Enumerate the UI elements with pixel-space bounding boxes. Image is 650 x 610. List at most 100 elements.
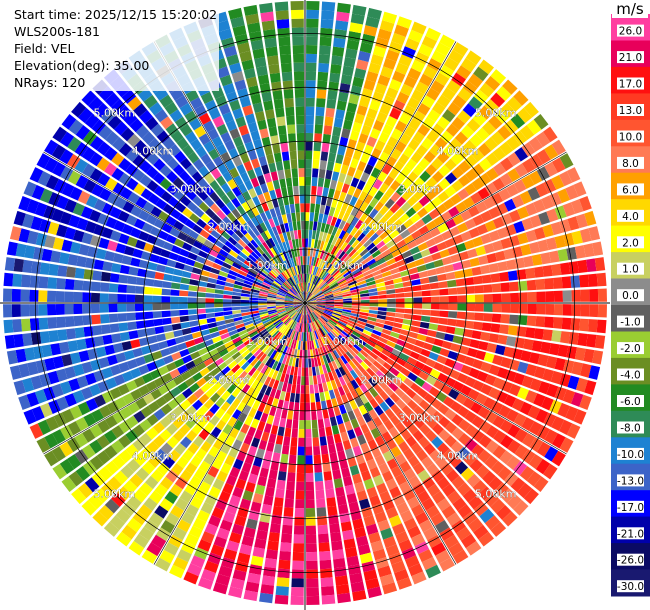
range-gate <box>320 151 329 161</box>
range-gate <box>517 361 529 374</box>
range-gate <box>317 419 325 429</box>
range-gate <box>353 254 362 263</box>
range-gate <box>348 360 357 370</box>
range-gate <box>497 227 509 239</box>
range-gate <box>421 315 431 323</box>
range-gate <box>421 381 433 393</box>
range-gate <box>251 389 260 400</box>
range-gate <box>276 297 285 300</box>
range-gate <box>184 483 198 496</box>
range-gate <box>412 131 425 144</box>
range-gate <box>284 98 294 108</box>
range-gate <box>152 421 165 434</box>
range-gate <box>265 109 275 120</box>
range-gate <box>75 466 91 481</box>
range-gate <box>196 308 206 314</box>
range-gate <box>434 456 448 469</box>
range-gate <box>146 380 158 392</box>
range-gate <box>456 222 469 234</box>
range-gate <box>519 466 535 481</box>
range-gate <box>364 194 374 205</box>
range-gate <box>277 27 290 38</box>
range-gate <box>395 421 406 434</box>
range-gate <box>59 252 70 265</box>
range-gate <box>500 237 512 249</box>
range-gate <box>492 303 502 313</box>
range-gate <box>282 364 288 374</box>
range-gate <box>248 229 257 239</box>
range-gate <box>346 493 358 504</box>
range-gate <box>281 409 288 419</box>
range-gate <box>308 274 311 283</box>
range-gate <box>432 491 446 505</box>
range-gate <box>483 313 493 322</box>
azimuth-spoke <box>304 41 457 304</box>
range-gate <box>519 401 533 416</box>
range-gate <box>280 314 289 321</box>
range-gate <box>278 288 288 294</box>
range-gate <box>146 427 159 440</box>
range-gate <box>218 565 233 578</box>
range-gate <box>298 176 305 186</box>
range-gate <box>135 320 146 329</box>
range-gate <box>152 172 165 185</box>
range-gate <box>464 438 478 452</box>
range-gate <box>353 367 362 377</box>
range-gate <box>331 425 340 435</box>
range-gate <box>448 206 460 218</box>
range-gate <box>275 371 282 381</box>
range-gate <box>425 336 436 345</box>
range-gate <box>255 484 266 495</box>
range-gate <box>286 328 292 337</box>
range-gate <box>471 163 485 177</box>
range-gate <box>200 244 211 254</box>
range-gate <box>531 254 543 266</box>
range-gate <box>324 116 334 127</box>
range-gate <box>525 363 537 377</box>
range-gate <box>101 227 113 239</box>
range-gate <box>85 372 97 386</box>
range-gate <box>252 102 264 113</box>
range-gate <box>323 324 331 333</box>
range-gate <box>278 311 287 317</box>
range-gate <box>297 274 301 284</box>
range-gate <box>571 289 581 302</box>
range-gate <box>338 366 346 376</box>
range-gate <box>439 249 450 258</box>
range-gate <box>287 309 296 315</box>
range-gate <box>118 420 132 434</box>
range-gate <box>165 469 179 483</box>
range-gate <box>208 107 221 120</box>
range-gate <box>315 307 325 312</box>
range-gate <box>98 125 113 140</box>
range-gate <box>543 463 558 480</box>
range-gate <box>176 255 188 264</box>
colorbar-tick-label: -26.0 <box>617 555 644 567</box>
ray <box>243 305 305 602</box>
range-gate <box>210 544 225 557</box>
range-gate <box>343 119 353 130</box>
range-gate <box>325 488 335 499</box>
range-gate <box>29 318 40 331</box>
range-gate <box>460 467 475 481</box>
range-gate <box>193 207 205 218</box>
range-gate <box>509 281 519 292</box>
range-gate <box>283 316 291 324</box>
range-gate <box>293 71 304 81</box>
range-gate <box>483 303 493 312</box>
range-gate <box>357 50 371 62</box>
range-gate <box>240 293 250 297</box>
range-gate <box>343 353 351 363</box>
range-gate <box>354 325 364 333</box>
range-gate <box>295 313 301 322</box>
range-gate <box>270 269 278 278</box>
range-gate <box>352 590 367 602</box>
range-gate <box>356 535 369 547</box>
range-gate <box>179 124 193 137</box>
range-gate <box>360 296 370 300</box>
range-gate <box>292 375 297 385</box>
range-gate <box>244 245 253 254</box>
range-gate <box>263 495 274 506</box>
range-gate <box>317 279 324 287</box>
range-gate <box>388 336 398 344</box>
